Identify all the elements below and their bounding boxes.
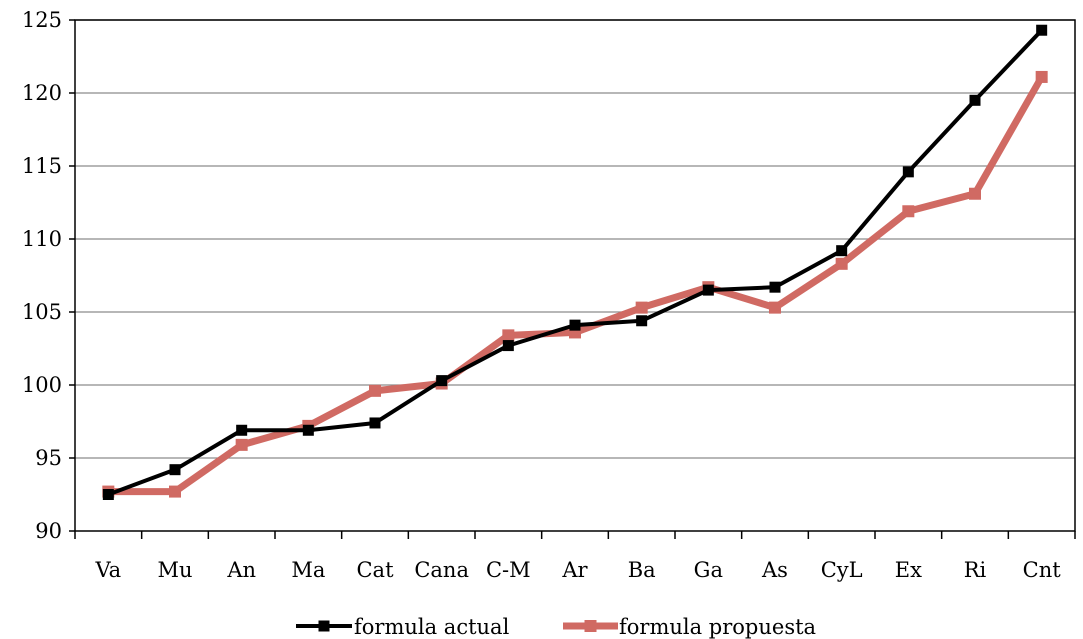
- data-point: [636, 315, 648, 327]
- y-tick-label: 110: [22, 227, 62, 251]
- x-tick-label: Ga: [694, 558, 723, 582]
- data-point: [302, 424, 314, 436]
- x-tick-label: Va: [94, 558, 121, 582]
- axes: [69, 19, 1076, 539]
- data-point: [702, 284, 714, 296]
- data-point: [369, 384, 381, 397]
- y-tick-label: 105: [22, 300, 62, 324]
- y-tick-label: 90: [35, 519, 62, 543]
- x-tick-label: As: [761, 558, 788, 582]
- data-point: [836, 245, 848, 257]
- legend-item-formula-propuesta: formula propuesta: [563, 615, 816, 639]
- y-tick-label: 100: [22, 373, 62, 397]
- data-point: [436, 375, 448, 387]
- plot-area-border: [74, 19, 1076, 532]
- x-tick-label: CyL: [821, 558, 863, 582]
- legend-marker: [584, 620, 597, 632]
- data-point: [902, 205, 915, 218]
- data-point: [102, 489, 114, 500]
- data-point: [236, 424, 248, 436]
- x-tick-label: Ba: [628, 558, 656, 582]
- x-tick-label: Cat: [356, 558, 394, 582]
- legend-marker: [318, 620, 330, 632]
- y-tick-label: 95: [35, 446, 62, 470]
- data-point: [902, 166, 914, 178]
- x-tick-label: Ri: [964, 558, 987, 582]
- gridlines: [75, 19, 1075, 459]
- x-tick-label: Cnt: [1023, 558, 1062, 582]
- y-tick-label: 120: [22, 81, 62, 105]
- y-tick-label: 115: [22, 154, 62, 178]
- data-point: [635, 301, 648, 314]
- legend-label: formula actual: [354, 615, 510, 639]
- data-point: [569, 319, 581, 331]
- x-axis-tick-labels: Va Mu An Ma Cat Cana C-M Ar Ba Ga As CyL Ex Ri Cnt: [94, 558, 1061, 582]
- series-line: [107, 28, 1044, 497]
- y-tick-label: 125: [22, 8, 62, 32]
- x-tick-label: Ma: [291, 558, 325, 582]
- data-point: [169, 485, 181, 498]
- data-point: [969, 94, 981, 106]
- legend: formula actual formula propuesta: [296, 615, 816, 639]
- legend-item-formula-actual: formula actual: [296, 615, 510, 639]
- x-tick-label: C-M: [486, 558, 531, 582]
- data-point: [769, 281, 781, 293]
- data-point: [969, 187, 981, 200]
- y-axis-tick-labels: 90 95 100 105 110 115 120 125: [22, 8, 62, 543]
- x-tick-label: Ar: [561, 558, 588, 582]
- data-point: [502, 340, 514, 352]
- data-point: [369, 417, 381, 429]
- series-formula-propuesta: [102, 70, 1048, 498]
- legend-label: formula propuesta: [619, 615, 816, 639]
- x-tick-label: An: [226, 558, 256, 582]
- data-point: [769, 301, 781, 314]
- x-tick-label: Ex: [895, 558, 922, 582]
- data-point: [502, 329, 515, 342]
- data-point: [1035, 70, 1048, 83]
- data-point: [1036, 24, 1048, 36]
- data-point: [169, 464, 181, 476]
- data-point: [835, 257, 848, 270]
- data-point: [235, 438, 248, 451]
- series-formula-actual: [102, 24, 1048, 500]
- x-tick-label: Cana: [414, 558, 469, 582]
- series-lines: [102, 24, 1048, 500]
- x-tick-label: Mu: [157, 558, 192, 582]
